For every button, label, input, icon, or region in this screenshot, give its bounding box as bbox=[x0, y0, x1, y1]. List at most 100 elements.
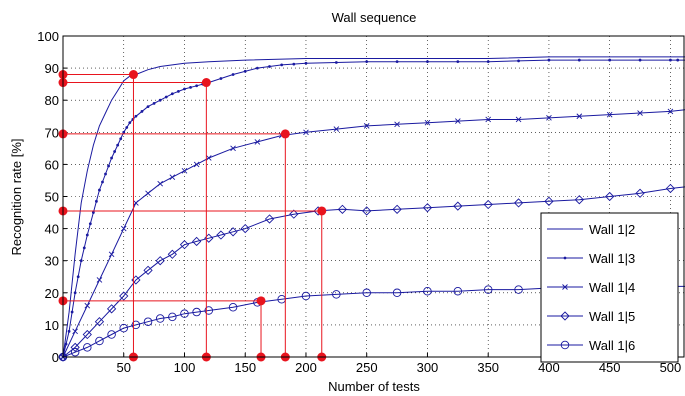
data-marker bbox=[426, 60, 429, 64]
annotation-point bbox=[256, 296, 266, 306]
data-marker bbox=[131, 320, 141, 330]
data-marker bbox=[363, 123, 370, 129]
data-marker bbox=[145, 190, 151, 197]
x-tick-label: 500 bbox=[660, 360, 682, 375]
data-marker bbox=[546, 115, 552, 121]
data-marker bbox=[83, 343, 92, 352]
data-marker bbox=[88, 222, 92, 226]
data-marker bbox=[143, 265, 153, 275]
x-axis-label: Number of tests bbox=[328, 379, 420, 394]
legend-marker bbox=[563, 256, 567, 260]
grid bbox=[63, 36, 685, 357]
data-marker bbox=[255, 66, 259, 70]
data-marker bbox=[605, 191, 615, 202]
data-marker bbox=[453, 201, 463, 211]
data-marker bbox=[483, 199, 493, 210]
annotation-guide bbox=[58, 296, 266, 362]
series-line bbox=[62, 109, 685, 358]
data-marker bbox=[146, 105, 150, 109]
y-tick-label: 100 bbox=[37, 29, 59, 44]
data-marker bbox=[155, 314, 165, 323]
data-marker bbox=[547, 58, 551, 62]
data-marker bbox=[76, 275, 80, 279]
data-marker bbox=[303, 129, 309, 136]
data-marker bbox=[456, 60, 460, 64]
data-marker bbox=[392, 288, 402, 298]
legend-marker bbox=[560, 311, 570, 321]
data-marker bbox=[637, 110, 643, 116]
data-marker bbox=[122, 130, 126, 134]
data-marker bbox=[453, 286, 463, 296]
data-marker bbox=[422, 203, 433, 213]
legend-entry-2: Wall 1|3 bbox=[547, 251, 635, 266]
annotation-point bbox=[201, 78, 211, 88]
chart-title: Wall sequence bbox=[332, 10, 417, 25]
data-marker bbox=[107, 164, 110, 168]
x-tick-label: 300 bbox=[417, 360, 439, 375]
y-tick-label: 20 bbox=[45, 286, 59, 301]
series-line bbox=[62, 186, 685, 358]
data-marker bbox=[157, 180, 164, 187]
data-marker bbox=[486, 60, 490, 64]
x-tick-label: 150 bbox=[234, 360, 256, 375]
data-marker bbox=[113, 150, 117, 153]
data-marker bbox=[485, 116, 492, 123]
data-marker bbox=[514, 285, 523, 294]
legend-label: Wall 1|3 bbox=[589, 251, 635, 266]
data-marker bbox=[125, 126, 129, 129]
y-tick-label: 10 bbox=[45, 318, 59, 333]
legend-marker bbox=[562, 284, 568, 290]
data-marker bbox=[635, 188, 645, 198]
data-marker bbox=[189, 85, 192, 89]
y-tick-label: 80 bbox=[45, 93, 59, 108]
data-marker bbox=[119, 137, 123, 141]
legend-entry-1: Wall 1|2 bbox=[547, 222, 635, 237]
data-marker bbox=[170, 92, 174, 96]
data-marker bbox=[577, 58, 581, 62]
data-marker bbox=[332, 290, 341, 299]
data-marker bbox=[268, 65, 271, 68]
data-marker bbox=[95, 199, 98, 203]
data-marker bbox=[334, 61, 338, 64]
series-line bbox=[62, 56, 685, 358]
data-marker bbox=[64, 342, 68, 346]
annotation-guide bbox=[58, 78, 211, 362]
data-marker bbox=[676, 58, 680, 62]
data-marker bbox=[134, 114, 138, 118]
y-axis-label: Recognition rate [%] bbox=[9, 138, 24, 255]
data-marker bbox=[608, 58, 612, 62]
data-marker bbox=[183, 87, 186, 91]
data-marker bbox=[116, 143, 120, 147]
data-marker bbox=[119, 323, 128, 333]
x-tick-label: 250 bbox=[356, 360, 378, 375]
series-1 bbox=[62, 56, 685, 358]
data-marker bbox=[104, 172, 107, 176]
data-marker bbox=[483, 285, 493, 294]
y-tick-label: 50 bbox=[45, 190, 59, 205]
x-tick-label: 100 bbox=[174, 360, 196, 375]
data-marker bbox=[365, 60, 369, 64]
legend-entry-3: Wall 1|4 bbox=[547, 280, 635, 295]
data-marker bbox=[82, 246, 86, 250]
data-marker bbox=[669, 58, 672, 62]
plot-frame bbox=[62, 35, 685, 358]
data-marker bbox=[98, 188, 101, 192]
data-marker bbox=[95, 336, 104, 346]
data-marker bbox=[192, 307, 201, 317]
series-3 bbox=[60, 108, 685, 360]
data-marker bbox=[362, 288, 371, 298]
data-marker bbox=[143, 317, 153, 326]
data-marker bbox=[140, 110, 144, 113]
data-marker bbox=[424, 119, 431, 126]
data-marker bbox=[513, 198, 524, 208]
data-marker bbox=[167, 249, 177, 259]
data-marker bbox=[304, 61, 308, 65]
x-tick-label: 200 bbox=[295, 360, 317, 375]
data-marker bbox=[181, 168, 188, 174]
data-marker bbox=[231, 73, 235, 76]
y-tick-label: 40 bbox=[45, 222, 59, 237]
data-marker bbox=[180, 309, 189, 318]
annotation-guide bbox=[58, 206, 327, 362]
axis-ticks: 0 10 20 30 40 50 60 70 80 90 100 50 100 150 200 250 300 3… bbox=[37, 29, 681, 375]
